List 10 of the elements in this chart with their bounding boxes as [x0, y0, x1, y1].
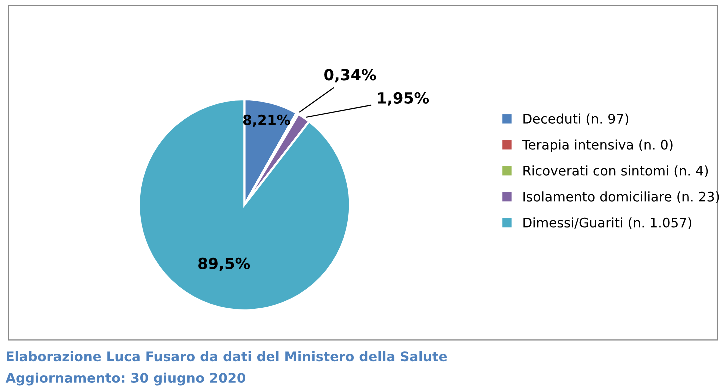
data-label: 0,34% [324, 69, 376, 83]
legend-label: Isolamento domiciliare (n. 23) [524, 192, 720, 204]
legend-label: Terapia intensiva (n. 0) [522, 140, 673, 152]
text: Elaborazione Luca Fusaro da dati del Ministero della Salute [7, 351, 448, 362]
legend-label: Dimessi/Guariti (n. 1.057) [524, 218, 692, 230]
text: Aggiornamento: 30 giugno 2020 [6, 372, 246, 386]
data-label: 1,95% [378, 92, 430, 106]
legend-label: Deceduti (n. 97) [524, 114, 629, 126]
data-label: 89,5% [198, 258, 250, 272]
legend-label: Ricoverati con sintomi (n. 4) [524, 166, 708, 178]
